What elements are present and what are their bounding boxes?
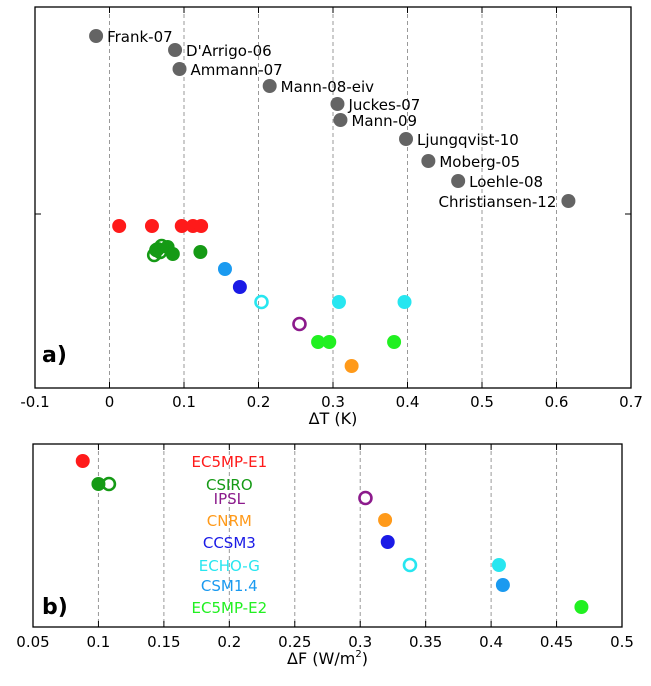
x-axis-title-end: ) <box>362 649 368 668</box>
x-axis-title: ΔF (W/m2) <box>287 649 368 668</box>
x-tick-label: 0.3 <box>348 633 372 651</box>
x-tick-label: 0.05 <box>16 633 49 651</box>
reconstruction-point <box>333 113 348 127</box>
reconstruction-point <box>330 97 345 111</box>
x-tick-label: 0.35 <box>409 633 442 651</box>
reconstruction-label: Mann-08-eiv <box>281 78 374 96</box>
model-point <box>91 477 106 491</box>
model-point <box>397 295 412 309</box>
model-point <box>144 219 159 233</box>
model-point <box>112 219 127 233</box>
model-point <box>152 244 168 260</box>
reconstruction-point <box>399 132 414 146</box>
x-tick-label: 0.1 <box>172 393 196 411</box>
x-tick-label: 0.4 <box>479 633 503 651</box>
reconstruction-point <box>421 154 436 168</box>
model-point <box>292 316 307 332</box>
x-tick-label: 0.1 <box>87 633 111 651</box>
reconstruction-point <box>89 29 104 43</box>
x-tick-label: -0.1 <box>20 393 49 411</box>
model-point <box>154 238 169 254</box>
reconstruction-point <box>262 79 277 93</box>
model-point <box>387 335 402 349</box>
reconstruction-label: Juckes-07 <box>347 96 420 114</box>
reconstruction-label: Ljungqvist-10 <box>417 131 519 149</box>
model-point <box>495 578 510 592</box>
model-point <box>491 558 506 572</box>
x-tick-label: 0.3 <box>321 393 345 411</box>
panel-a: -0.1 0 0.1 0.2 0.3 0.4 0.5 0.6 0.7 ΔT (K) a) Frank-… <box>20 6 643 428</box>
reconstruction-point <box>168 43 183 57</box>
reconstruction-label: Moberg-05 <box>439 153 520 171</box>
reconstruction-label: Christiansen-12 <box>438 193 556 211</box>
model-point <box>217 262 232 276</box>
reconstruction-label: Mann-09 <box>351 112 417 130</box>
model-point <box>358 490 373 506</box>
reconstruction-point <box>561 194 576 208</box>
model-point <box>331 295 346 309</box>
model-label: CNRM <box>207 512 252 530</box>
plot-frame <box>32 443 623 628</box>
panel-label-b: b) <box>42 595 68 620</box>
model-point <box>574 600 589 614</box>
model-label: CSM1.4 <box>201 577 258 595</box>
model-point <box>402 557 418 573</box>
model-point <box>193 245 208 259</box>
model-point <box>101 476 117 492</box>
model-label: ECHO-G <box>199 557 260 575</box>
model-point <box>380 535 395 549</box>
model-point <box>322 335 337 349</box>
x-tick-label: 0.7 <box>619 393 643 411</box>
panel-label-a: a) <box>42 343 67 368</box>
model-point <box>165 247 180 261</box>
x-axis-title: ΔT (K) <box>309 409 358 428</box>
reconstruction-label: D'Arrigo-06 <box>186 42 272 60</box>
reconstruction-point <box>172 62 187 76</box>
reconstruction-label: Ammann-07 <box>191 61 283 79</box>
x-tick-label: 0.2 <box>247 393 271 411</box>
model-label: EC5MP-E1 <box>192 453 268 471</box>
x-tick-label: 0.4 <box>396 393 420 411</box>
x-tick-label: 0.2 <box>217 633 241 651</box>
x-tick-label: 0.25 <box>278 633 311 651</box>
x-axis-title-sup: 2 <box>355 649 361 660</box>
reconstruction-point <box>451 174 466 188</box>
model-point <box>378 513 393 527</box>
model-point <box>174 219 189 233</box>
model-point <box>75 454 90 468</box>
model-label: CSIRO <box>206 476 253 494</box>
panel-b: 0.05 0.1 0.15 0.2 0.25 0.3 0.35 0.4 0.45 0.5 ΔF (W… <box>16 443 634 668</box>
model-point <box>344 359 359 373</box>
x-tick-label: 0.5 <box>470 393 494 411</box>
x-tick-label: 0.5 <box>610 633 634 651</box>
model-point <box>254 294 269 310</box>
reconstruction-label: Loehle-08 <box>469 173 543 191</box>
x-tick-label: 0.6 <box>545 393 569 411</box>
model-point <box>311 335 326 349</box>
model-label: EC5MP-E2 <box>192 599 268 617</box>
x-tick-label: 0.15 <box>147 633 180 651</box>
model-point <box>232 280 247 294</box>
model-point <box>194 219 209 233</box>
model-label: CCSM3 <box>203 534 256 552</box>
x-axis-title-main: ΔF (W/m <box>287 649 355 668</box>
reconstruction-label: Frank-07 <box>107 28 173 46</box>
x-tick-label: 0 <box>105 393 115 411</box>
model-label: IPSL <box>214 490 246 508</box>
plot-frame <box>34 6 632 389</box>
x-tick-label: 0.45 <box>540 633 573 651</box>
